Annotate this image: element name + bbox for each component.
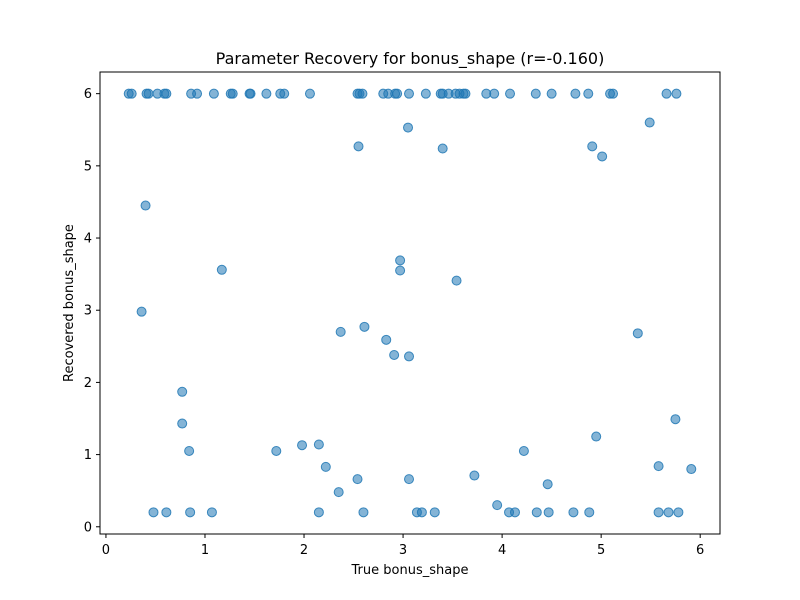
data-point-83 [185, 507, 196, 518]
data-point-40 [583, 88, 594, 99]
x-tick-label-1: 1 [201, 543, 209, 558]
y-tick-label-3: 3 [84, 304, 92, 319]
data-point-59 [632, 328, 643, 339]
data-point-8 [192, 88, 203, 99]
data-point-60 [381, 334, 392, 345]
x-axis-ticks: 0 1 2 3 4 5 6 [102, 534, 704, 558]
data-point-81 [148, 507, 159, 518]
plot-frame [99, 71, 721, 535]
data-point-6 [161, 88, 172, 99]
data-point-57 [335, 326, 346, 337]
x-tick-label-4: 4 [498, 543, 506, 558]
data-point-53 [395, 265, 406, 276]
data-point-86 [358, 507, 369, 518]
data-point-85 [313, 507, 324, 518]
y-tick-label-1: 1 [84, 448, 92, 463]
data-point-96 [653, 507, 664, 518]
data-point-91 [509, 507, 520, 518]
data-point-38 [546, 88, 557, 99]
data-point-51 [140, 200, 151, 211]
data-point-77 [404, 474, 415, 485]
data-point-70 [313, 439, 324, 450]
data-point-84 [206, 507, 217, 518]
data-point-55 [451, 275, 462, 286]
x-tick-label-5: 5 [597, 543, 605, 558]
data-point-44 [671, 88, 682, 99]
data-point-42 [608, 88, 619, 99]
data-point-67 [184, 445, 195, 456]
x-tick-label-0: 0 [102, 543, 110, 558]
data-point-49 [587, 141, 598, 152]
y-axis-ticks: 0 1 2 3 4 5 6 [84, 87, 100, 535]
data-point-20 [357, 88, 368, 99]
data-point-68 [271, 445, 282, 456]
data-point-26 [420, 88, 431, 99]
data-point-11 [227, 88, 238, 99]
chart-title: Parameter Recovery for bonus_shape (r=-0… [216, 49, 605, 69]
x-tick-label-6: 6 [696, 543, 704, 558]
data-point-50 [597, 151, 608, 162]
data-point-13 [245, 88, 256, 99]
data-point-37 [530, 88, 541, 99]
data-point-1 [126, 88, 137, 99]
data-point-82 [161, 507, 172, 518]
data-point-65 [670, 414, 681, 425]
data-point-17 [304, 88, 315, 99]
data-point-54 [216, 264, 227, 275]
x-axis-label: True bonus_shape [351, 563, 469, 578]
data-point-43 [661, 88, 672, 99]
data-point-61 [389, 349, 400, 360]
data-point-75 [469, 470, 480, 481]
y-tick-label-0: 0 [84, 520, 92, 535]
data-point-94 [568, 507, 579, 518]
data-point-39 [570, 88, 581, 99]
data-point-56 [136, 306, 147, 317]
data-point-92 [531, 507, 542, 518]
y-axis-label: Recovered bonus_shape [62, 224, 77, 382]
data-point-71 [518, 445, 529, 456]
data-point-64 [177, 418, 188, 429]
data-point-66 [591, 431, 602, 442]
data-point-80 [492, 500, 503, 511]
data-point-33 [460, 88, 471, 99]
data-point-14 [261, 88, 272, 99]
y-tick-label-2: 2 [84, 376, 92, 391]
data-point-95 [584, 507, 595, 518]
data-point-98 [673, 507, 684, 518]
data-point-74 [686, 464, 697, 475]
data-point-69 [297, 440, 308, 451]
data-point-62 [404, 351, 415, 362]
data-point-24 [392, 88, 403, 99]
data-point-25 [404, 88, 415, 99]
data-point-97 [663, 507, 674, 518]
data-point-46 [644, 117, 655, 128]
data-point-48 [437, 143, 448, 154]
data-point-88 [416, 507, 427, 518]
data-point-9 [208, 88, 219, 99]
x-tick-label-3: 3 [399, 543, 407, 558]
data-point-76 [352, 474, 363, 485]
data-point-52 [395, 255, 406, 266]
data-point-58 [359, 321, 370, 332]
data-point-79 [542, 479, 553, 490]
data-point-3 [143, 88, 154, 99]
data-point-63 [177, 386, 188, 397]
data-point-35 [489, 88, 500, 99]
data-point-45 [403, 122, 414, 133]
data-point-16 [279, 88, 290, 99]
y-tick-label-4: 4 [84, 232, 92, 247]
data-point-72 [320, 461, 331, 472]
data-point-73 [653, 461, 664, 472]
x-tick-label-2: 2 [300, 543, 308, 558]
data-point-47 [353, 141, 364, 152]
data-point-36 [505, 88, 516, 99]
data-point-78 [333, 487, 344, 498]
points-layer [123, 88, 697, 518]
y-tick-label-5: 5 [84, 159, 92, 174]
y-tick-label-6: 6 [84, 87, 92, 102]
data-point-93 [543, 507, 554, 518]
data-point-89 [429, 507, 440, 518]
